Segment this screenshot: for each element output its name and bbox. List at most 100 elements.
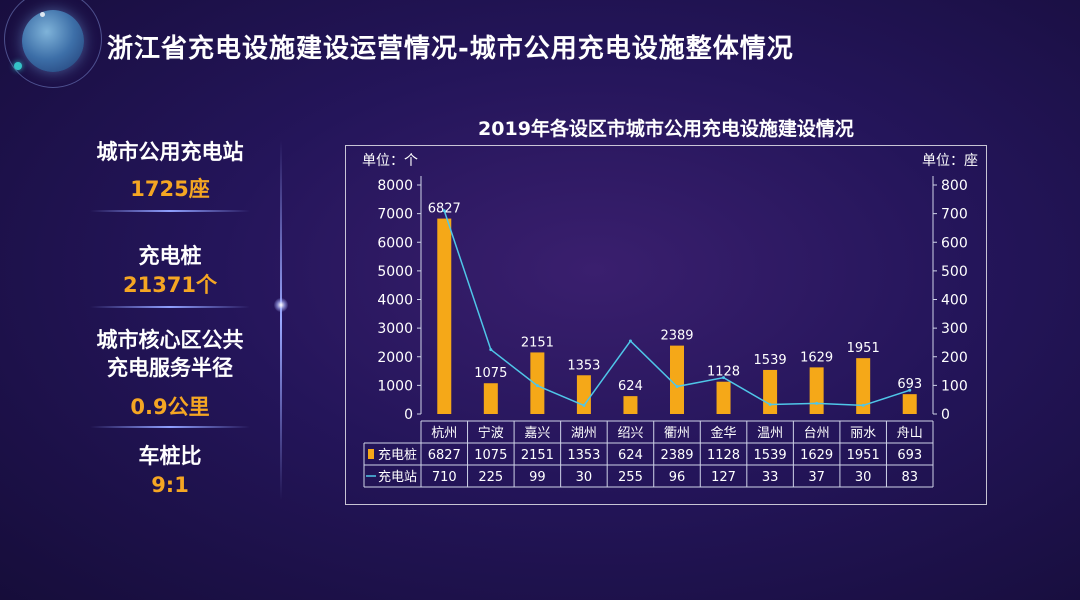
table-cell-line: 127: [711, 470, 736, 485]
bar-data-label: 624: [618, 379, 643, 394]
y-tick-label-right: 400: [941, 293, 968, 309]
y-tick-label-left: 3000: [377, 321, 413, 337]
x-category-label: 湖州: [571, 426, 597, 441]
bar-data-label: 693: [897, 377, 922, 392]
x-category-label: 绍兴: [617, 426, 643, 441]
right-unit-label: 单位：座: [922, 153, 978, 169]
stat-stations-label: 城市公用充电站: [96, 140, 244, 164]
y-tick-label-left: 5000: [377, 264, 413, 280]
stat-ratio-label: 车桩比: [138, 444, 202, 468]
bar: [576, 375, 591, 414]
y-tick-label-left: 6000: [377, 235, 413, 251]
legend-label-bar: 充电桩: [378, 447, 417, 463]
table-cell-bar: 1951: [847, 448, 880, 463]
bar-data-label: 1128: [707, 365, 740, 380]
divider-glow: [90, 426, 250, 428]
table-cell-line: 30: [576, 470, 593, 485]
y-tick-label-right: 700: [941, 207, 968, 223]
bar: [809, 367, 824, 414]
table-cell-line: 96: [669, 470, 686, 485]
bar-data-label: 6827: [428, 202, 461, 217]
line-point: [722, 376, 726, 380]
stat-radius-label: 城市核心区公共 充电服务半径: [96, 328, 244, 380]
decorative-dot-small: [40, 12, 45, 17]
x-category-label: 温州: [757, 426, 783, 441]
line-point: [582, 403, 586, 407]
y-tick-label-left: 2000: [377, 350, 413, 366]
y-tick-label-right: 800: [941, 178, 968, 194]
line-point: [442, 209, 446, 213]
combo-chart: 单位：个 单位：座01000200030004000500060007000800…: [362, 153, 978, 488]
divider-glow-point: [274, 298, 288, 312]
x-category-label: 丽水: [850, 426, 876, 441]
line-point: [535, 384, 539, 388]
bar-data-label: 2389: [660, 329, 693, 344]
table-cell-bar: 1128: [707, 448, 740, 463]
y-tick-label-left: 7000: [377, 207, 413, 223]
table-cell-line: 37: [808, 470, 825, 485]
table-cell-bar: 624: [618, 448, 643, 463]
x-category-label: 舟山: [897, 426, 923, 441]
stat-radius-value: 0.9公里: [130, 395, 210, 419]
line-point: [908, 388, 912, 392]
bar: [763, 369, 778, 414]
table-cell-line: 710: [432, 470, 457, 485]
table-cell-bar: 2151: [521, 448, 554, 463]
bar: [856, 358, 871, 414]
stat-stations-value: 1725座: [130, 177, 210, 201]
decorative-globe: [22, 10, 84, 72]
table-cell-line: 33: [762, 470, 779, 485]
line-point: [861, 403, 865, 407]
x-category-label: 嘉兴: [524, 426, 550, 441]
bar: [530, 352, 545, 414]
table-cell-bar: 2389: [660, 448, 693, 463]
bar: [623, 396, 638, 414]
line-point: [675, 385, 679, 389]
table-cell-bar: 6827: [428, 448, 461, 463]
stat-radius: 城市核心区公共 充电服务半径 0.9公里: [60, 326, 280, 422]
y-tick-label-left: 4000: [377, 293, 413, 309]
y-tick-label-left: 8000: [377, 178, 413, 194]
bar-data-label: 1951: [847, 341, 880, 356]
chart-container: 单位：个 单位：座 0 1000 2000 3000 4000 5000 6000 7000 800…: [345, 145, 987, 505]
bar: [902, 394, 917, 414]
bar-data-label: 1539: [754, 353, 787, 368]
table-cell-line: 83: [901, 470, 918, 485]
chart-title: 2019年各设区市城市公用充电设施建设情况: [478, 118, 854, 140]
bar-data-label: 1629: [800, 350, 833, 365]
table-cell-bar: 1629: [800, 448, 833, 463]
decorative-ring: [4, 0, 102, 88]
line-point: [815, 401, 819, 405]
bar: [483, 383, 498, 414]
table-cell-bar: 1539: [754, 448, 787, 463]
decorative-dot: [14, 62, 22, 70]
legend-key-bar: [368, 449, 374, 459]
stat-piles-value: 21371个: [122, 273, 218, 297]
table-cell-bar: 1353: [567, 448, 600, 463]
vertical-divider: [280, 140, 282, 500]
x-category-label: 金华: [711, 425, 737, 441]
x-category-label: 宁波: [478, 425, 504, 441]
page-title: 浙江省充电设施建设运营情况-城市公用充电设施整体情况: [107, 34, 794, 64]
table-cell-line: 255: [618, 470, 643, 485]
y-tick-label-right: 0: [941, 407, 950, 423]
table-cell-line: 225: [478, 470, 503, 485]
y-tick-label-right: 100: [941, 378, 968, 394]
stat-piles: 充电桩 21371个: [60, 242, 280, 300]
bar: [716, 381, 731, 414]
line-point: [628, 339, 632, 343]
y-tick-label-left: 1000: [377, 378, 413, 394]
x-category-label: 台州: [804, 426, 830, 441]
y-tick-label-right: 600: [941, 235, 968, 251]
bar-data-label: 1353: [567, 358, 600, 373]
stat-piles-label: 充电桩: [138, 244, 202, 268]
left-unit-label: 单位：个: [362, 153, 418, 169]
bar-data-label: 2151: [521, 335, 554, 350]
legend-label-line: 充电站: [378, 469, 417, 485]
y-tick-label-left: 0: [404, 407, 413, 423]
table-cell-bar: 1075: [474, 448, 507, 463]
table-cell-line: 99: [529, 470, 546, 485]
divider-glow: [90, 306, 250, 308]
y-tick-label-right: 500: [941, 264, 968, 280]
bar: [437, 218, 452, 414]
